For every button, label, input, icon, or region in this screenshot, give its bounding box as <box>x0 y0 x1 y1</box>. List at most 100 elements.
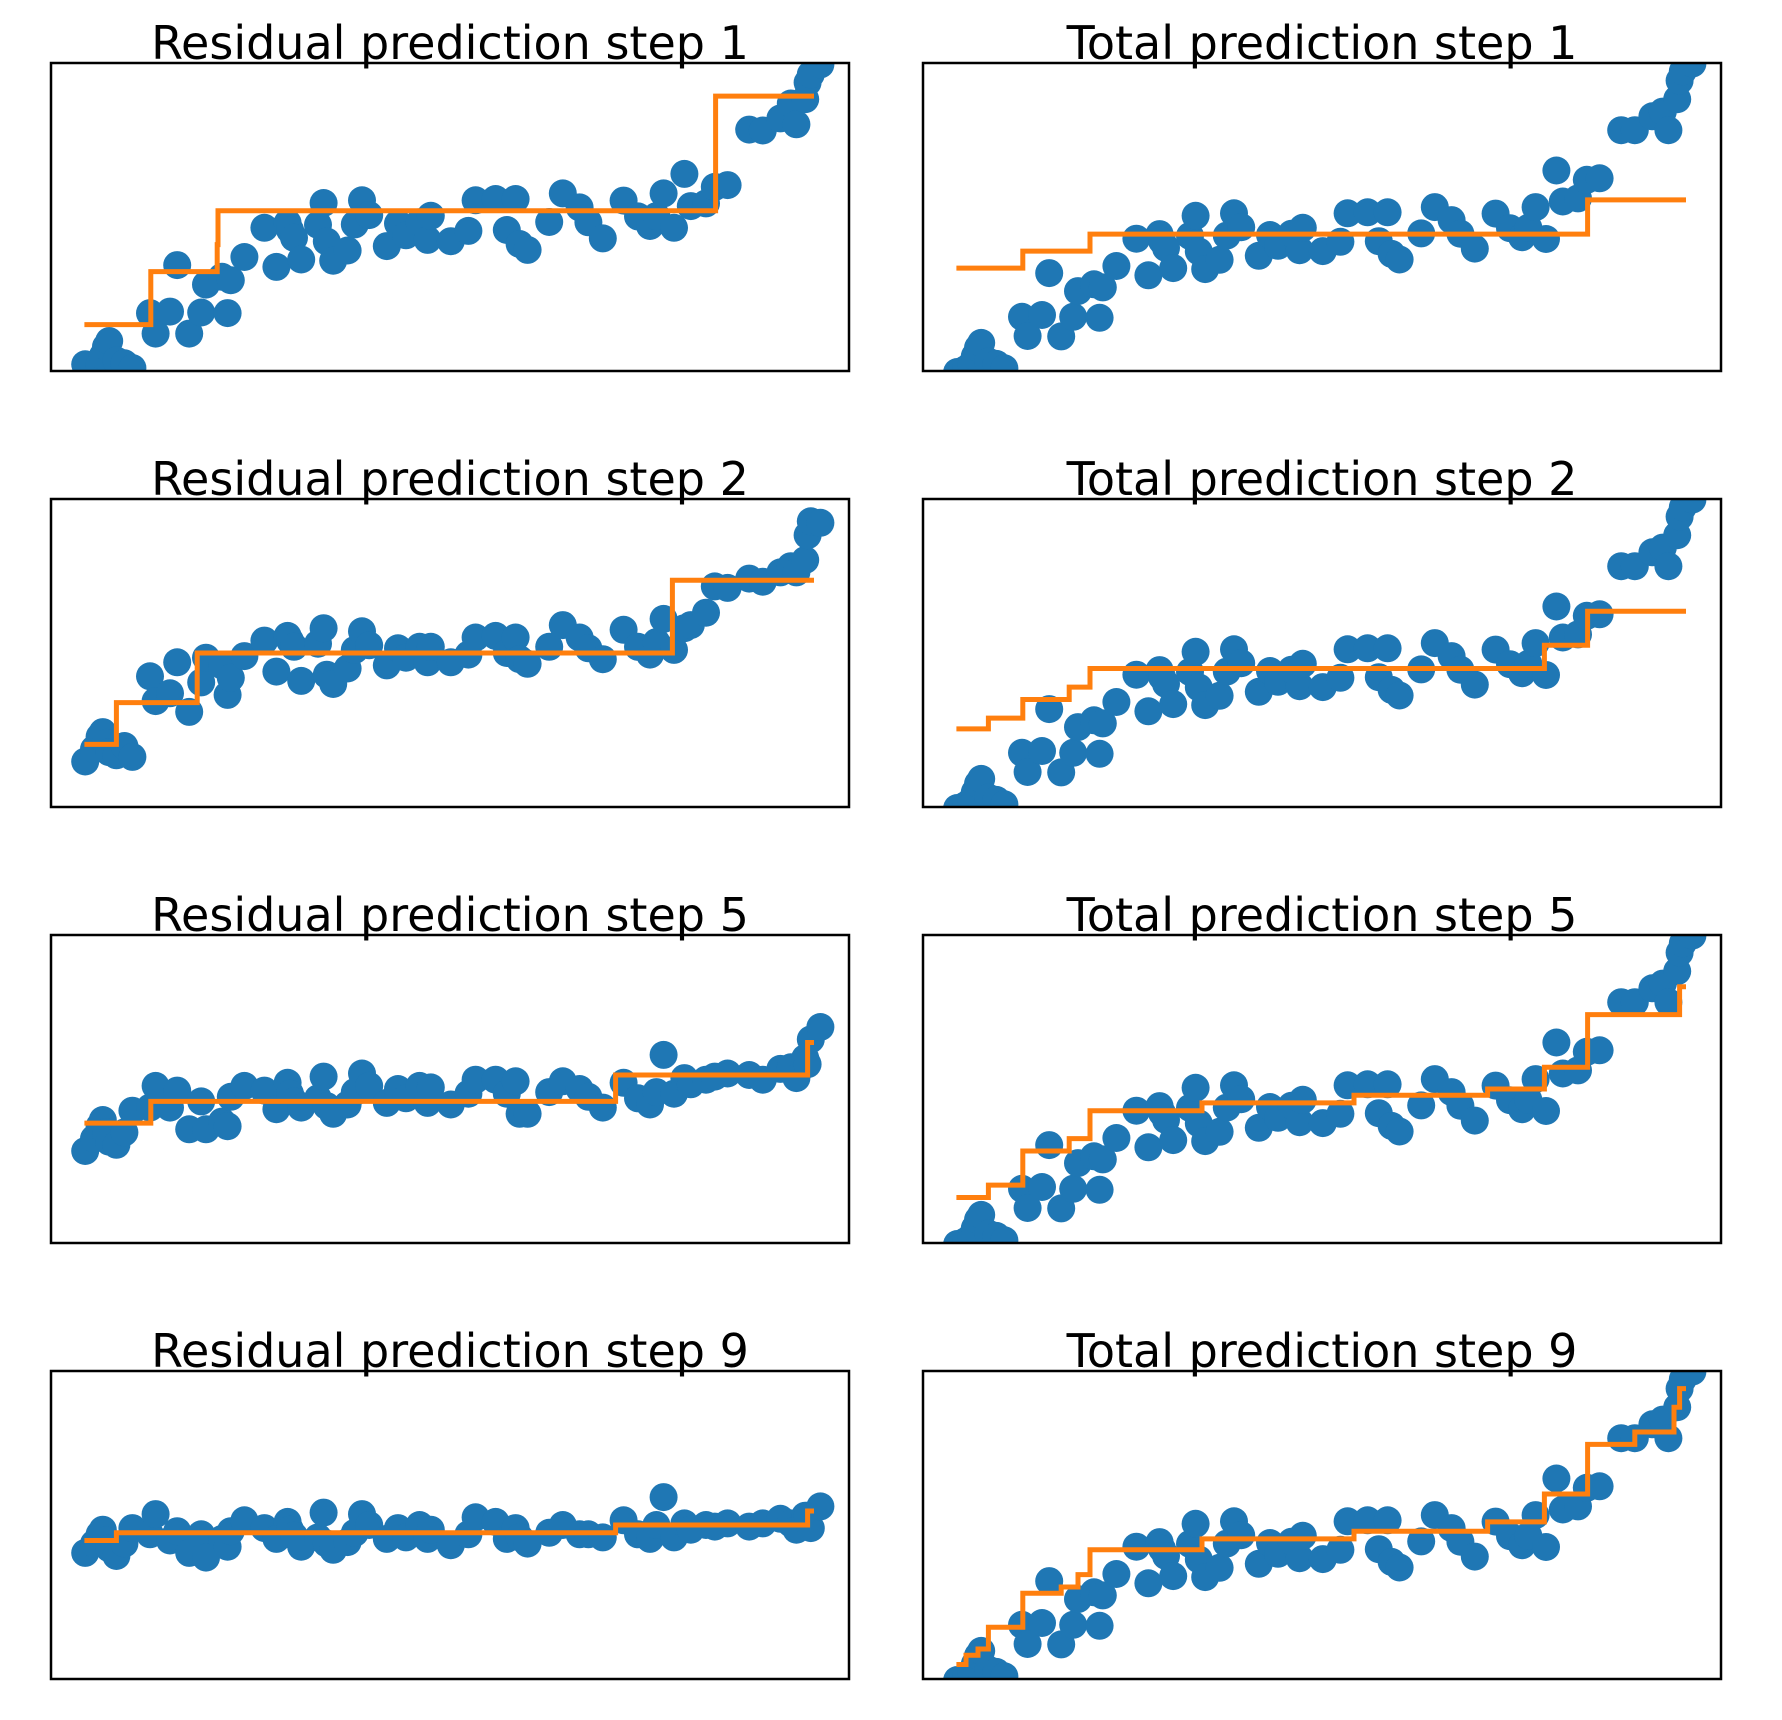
scatter-point <box>1373 1070 1402 1099</box>
prediction-step-line <box>956 197 1686 271</box>
prediction-step-line <box>956 608 1686 732</box>
scatter-point <box>1028 301 1056 329</box>
scatter-point <box>1385 1117 1414 1146</box>
prediction-step-line <box>84 93 814 328</box>
scatter-point <box>1122 660 1151 689</box>
panel-title: Residual prediction step 5 <box>151 888 749 942</box>
scatter-point <box>1532 225 1560 253</box>
scatter-point <box>1028 737 1056 765</box>
prediction-step-line <box>956 984 1686 1200</box>
plot-area <box>921 497 1723 809</box>
panel-residual-step-9: Residual prediction step 9 <box>49 1324 851 1681</box>
scatter-points <box>943 498 1707 808</box>
scatter-point <box>141 1071 170 1100</box>
scatter-point <box>1035 259 1064 288</box>
axes-frame <box>49 497 851 809</box>
scatter-point <box>1059 1174 1088 1203</box>
scatter-point <box>1333 635 1362 664</box>
plot-area <box>921 61 1723 373</box>
scatter-point <box>481 185 510 213</box>
scatter-point <box>1460 234 1489 263</box>
scatter-point <box>280 223 308 252</box>
scatter-point <box>216 663 245 692</box>
scatter-point <box>1035 1567 1064 1596</box>
scatter-point <box>1205 1117 1234 1146</box>
scatter-point <box>413 225 442 254</box>
scatter-point <box>461 1065 490 1094</box>
scatter-point <box>192 1543 220 1572</box>
scatter-point <box>1373 198 1402 227</box>
scatter-point <box>416 1515 445 1544</box>
scatter-point <box>416 201 445 230</box>
scatter-point <box>1678 498 1707 514</box>
scatter-point <box>1678 1370 1707 1386</box>
scatter-point <box>454 216 483 245</box>
scatter-point <box>1373 634 1402 663</box>
scatter-point <box>513 649 542 678</box>
scatter-point <box>1385 1553 1414 1582</box>
scatter-point <box>990 790 1019 808</box>
scatter-point <box>187 298 216 327</box>
scatter-point <box>355 1071 384 1100</box>
scatter-point <box>416 1073 445 1102</box>
scatter-point <box>782 110 811 139</box>
scatter-point <box>1102 1124 1131 1152</box>
axes-frame <box>921 61 1723 373</box>
scatter-point <box>355 201 384 230</box>
scatter-point <box>163 251 192 280</box>
plot-area <box>49 61 851 373</box>
scatter-point <box>213 1112 242 1141</box>
panel-title: Residual prediction step 9 <box>151 1324 749 1378</box>
scatter-point <box>513 1529 542 1558</box>
scatter-point <box>1654 1424 1683 1453</box>
scatter-point <box>1134 697 1163 726</box>
scatter-point <box>1059 1610 1088 1639</box>
scatter-point <box>1159 1562 1188 1591</box>
scatter-point <box>1013 1630 1042 1658</box>
prediction-step-line <box>84 1040 814 1126</box>
scatter-point <box>1585 1036 1614 1065</box>
scatter-point <box>1288 1521 1317 1550</box>
scatter-point <box>1134 261 1163 290</box>
scatter-point <box>1542 156 1571 185</box>
scatter-point <box>1542 1028 1571 1057</box>
scatter-point <box>1585 1472 1614 1501</box>
scatter-point <box>1181 1509 1210 1538</box>
scatter-point <box>1654 988 1683 1017</box>
scatter-point <box>216 266 245 295</box>
scatter-point <box>1585 164 1614 193</box>
scatter-point <box>1227 1085 1256 1114</box>
scatter-point <box>1088 709 1117 738</box>
scatter-point <box>1326 1099 1355 1128</box>
scatter-point <box>262 657 291 686</box>
scatter-point <box>1159 254 1188 283</box>
scatter-point <box>1385 681 1414 710</box>
scatter-point <box>1085 1611 1114 1640</box>
scatter-point <box>141 1500 170 1529</box>
panel-residual-step-1: Residual prediction step 1 <box>49 18 851 373</box>
panel-total-step-2: Total prediction step 2 <box>921 454 1723 809</box>
scatter-point <box>118 354 147 372</box>
scatter-point <box>1035 1131 1064 1160</box>
scatter-point <box>806 1013 835 1041</box>
scatter-point <box>1542 592 1571 621</box>
scatter-point <box>280 632 308 661</box>
axes-frame <box>921 933 1723 1245</box>
scatter-point <box>1013 758 1042 786</box>
scatter-point <box>806 508 835 537</box>
scatter-point <box>1013 1194 1042 1222</box>
scatter-point <box>1122 1532 1151 1561</box>
prediction-step-line <box>956 1386 1686 1667</box>
scatter-point <box>461 623 490 652</box>
scatter-point <box>649 179 678 208</box>
axes-frame <box>49 933 851 1245</box>
scatter-point <box>501 623 530 652</box>
scatter-point <box>262 252 291 281</box>
scatter-point <box>1159 690 1188 719</box>
scatter-point <box>1085 739 1114 768</box>
scatter-point <box>1288 213 1317 242</box>
scatter-point <box>1102 1560 1131 1588</box>
scatter-point <box>1460 670 1489 699</box>
scatter-point <box>1134 1569 1163 1598</box>
scatter-point <box>1285 236 1314 265</box>
